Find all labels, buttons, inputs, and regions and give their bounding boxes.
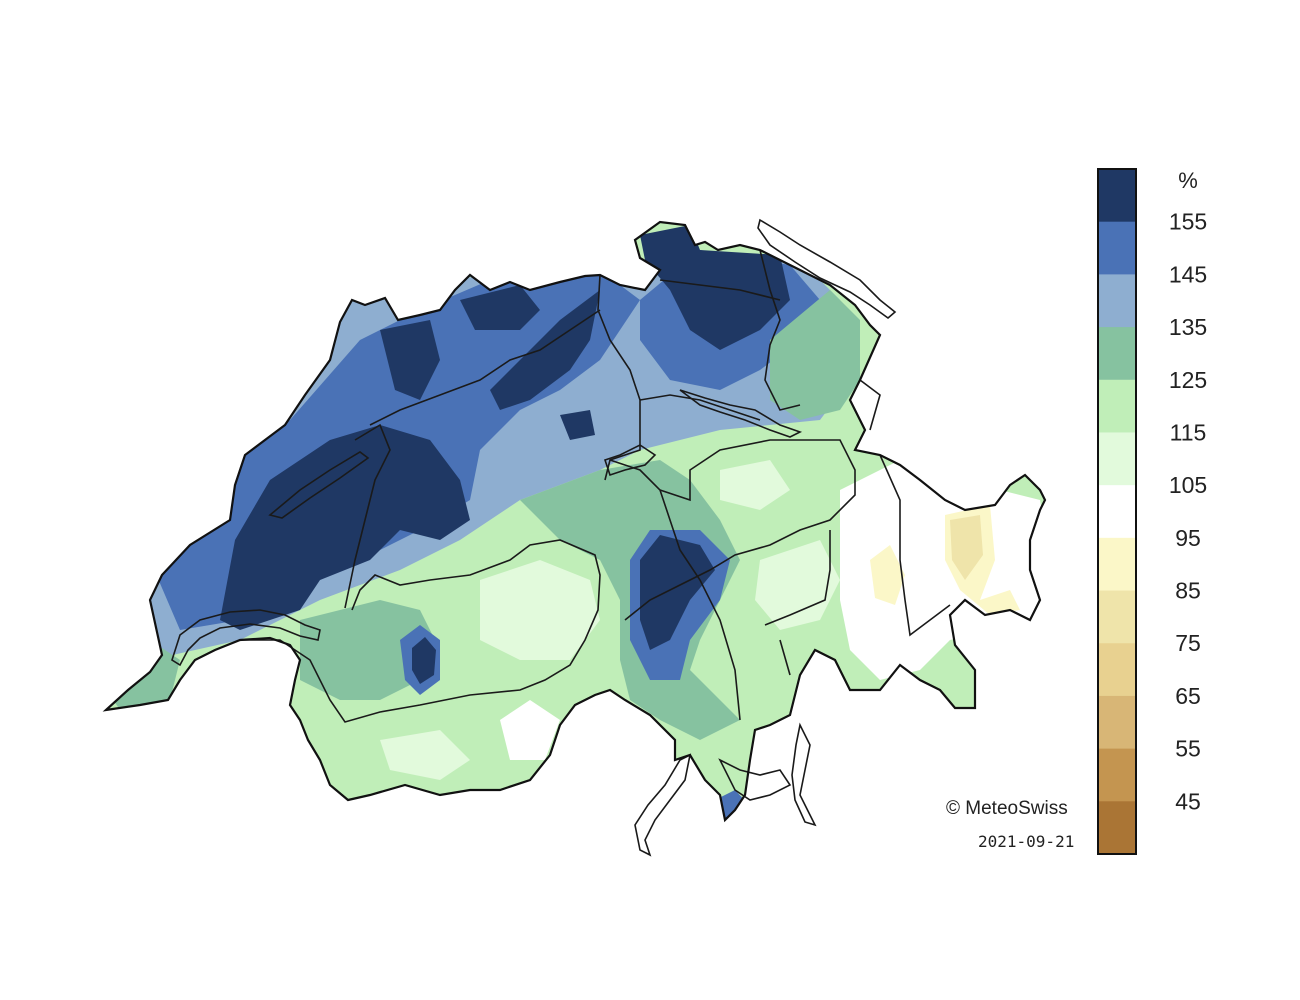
lake-geneva xyxy=(171,609,321,667)
legend-swatch xyxy=(1098,221,1136,275)
legend-swatch xyxy=(1098,537,1136,592)
legend-label: 145 xyxy=(1169,261,1207,287)
region-boundaries xyxy=(240,249,951,723)
legend-labels: 155 145 135 125 115 105 95 85 75 65 55 45 xyxy=(1169,209,1207,815)
lake-zurich xyxy=(679,389,803,438)
legend-label: 115 xyxy=(1170,419,1207,445)
legend-label: 65 xyxy=(1175,683,1201,709)
date-text: 2021-09-21 xyxy=(978,832,1075,851)
lake-lucerne xyxy=(603,444,657,477)
lake-outlines xyxy=(171,218,897,857)
legend-label: 55 xyxy=(1175,736,1201,762)
legend-swatch xyxy=(1098,169,1136,223)
copyright-text: © MeteoSwiss xyxy=(946,798,1068,819)
legend-swatch xyxy=(1098,274,1136,328)
legend-swatch xyxy=(1098,327,1136,381)
legend-label: 155 xyxy=(1169,209,1207,235)
legend-unit: % xyxy=(1178,168,1198,193)
legend-swatch xyxy=(1098,485,1136,539)
lake-neuchatel xyxy=(268,451,370,519)
lake-lugano xyxy=(718,758,792,801)
legend-swatch xyxy=(1098,432,1136,486)
legend-label: 95 xyxy=(1175,525,1201,551)
legend-frame xyxy=(1097,168,1137,855)
legend-swatch xyxy=(1098,801,1136,855)
legend-swatch xyxy=(1098,590,1136,644)
legend-swatch xyxy=(1098,748,1136,802)
legend-label: 135 xyxy=(1169,314,1207,340)
lake-como xyxy=(791,722,817,827)
legend-label: 105 xyxy=(1169,472,1207,498)
legend-label: 125 xyxy=(1169,367,1207,393)
legend-label: 85 xyxy=(1175,578,1201,604)
legend-label: 75 xyxy=(1175,630,1201,656)
legend-color-bar xyxy=(1098,169,1136,855)
lake-maggiore xyxy=(634,753,692,857)
legend-swatch xyxy=(1098,643,1136,697)
legend-swatch xyxy=(1098,695,1136,750)
legend-swatch xyxy=(1098,379,1136,433)
legend-label: 45 xyxy=(1175,788,1201,814)
lake-constance xyxy=(757,218,897,320)
